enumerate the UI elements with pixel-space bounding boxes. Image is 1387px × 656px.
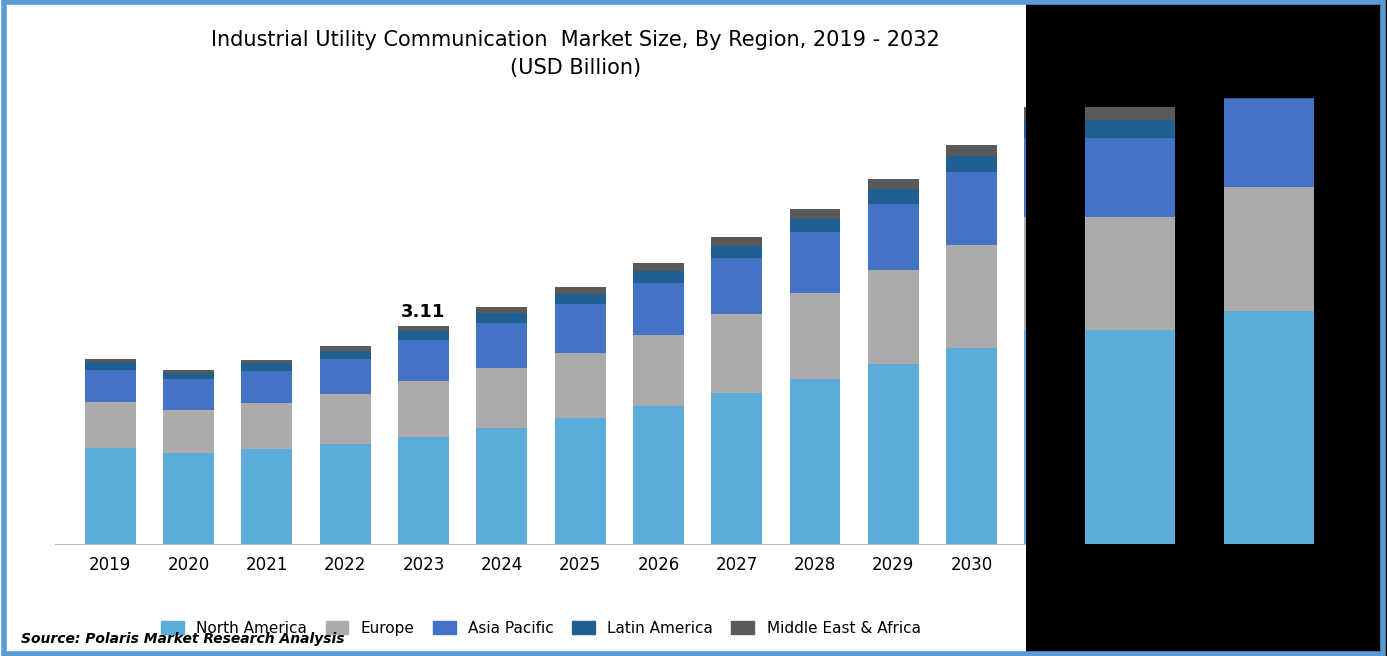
Bar [555, 287, 606, 294]
Bar [398, 340, 449, 381]
Bar [320, 443, 370, 544]
Bar [1085, 217, 1175, 331]
Bar [85, 369, 136, 401]
Bar [1223, 187, 1313, 311]
Bar [632, 406, 684, 544]
Bar [164, 379, 214, 410]
Bar [241, 371, 293, 403]
Bar [476, 323, 527, 368]
Bar [712, 314, 761, 393]
Bar [1103, 66, 1154, 79]
Bar [632, 264, 684, 272]
Bar [1223, 99, 1313, 187]
Bar [85, 401, 136, 448]
Bar [1223, 66, 1313, 79]
Bar [476, 314, 527, 323]
Bar [1103, 187, 1154, 311]
Bar [398, 326, 449, 331]
Bar [320, 394, 370, 443]
Bar [946, 145, 997, 156]
Bar [946, 348, 997, 544]
Bar [1085, 120, 1175, 138]
Bar [946, 245, 997, 348]
Text: Source: Polaris Market Research Analysis: Source: Polaris Market Research Analysis [21, 632, 344, 646]
Bar [555, 418, 606, 544]
Bar [1103, 99, 1154, 187]
Bar [789, 293, 841, 379]
Bar [555, 353, 606, 418]
Bar [712, 393, 761, 544]
Text: 3.11: 3.11 [401, 302, 445, 321]
Bar [1025, 217, 1075, 331]
Bar [555, 294, 606, 304]
Bar [555, 304, 606, 353]
Bar [1085, 331, 1175, 544]
Bar [868, 270, 918, 364]
Bar [1025, 138, 1075, 217]
Bar [85, 363, 136, 369]
Bar [946, 156, 997, 173]
Bar [789, 209, 841, 219]
Bar [85, 448, 136, 544]
Bar [398, 331, 449, 340]
Bar [868, 203, 918, 270]
Bar [241, 363, 293, 371]
Bar [1103, 79, 1154, 99]
Bar [1025, 331, 1075, 544]
Text: Industrial Utility Communication  Market Size, By Region, 2019 - 2032: Industrial Utility Communication Market … [211, 30, 940, 49]
Bar [320, 359, 370, 394]
Bar [1025, 108, 1075, 120]
Bar [1223, 311, 1313, 544]
Bar [1025, 120, 1075, 138]
Legend: North America, Europe, Asia Pacific, Latin America, Middle East & Africa: North America, Europe, Asia Pacific, Lat… [155, 615, 927, 642]
Bar [868, 364, 918, 544]
Bar [398, 436, 449, 544]
Bar [789, 379, 841, 544]
Bar [1223, 79, 1313, 99]
Bar [1103, 311, 1154, 544]
Bar [712, 237, 761, 245]
Text: (USD Billion): (USD Billion) [510, 58, 641, 77]
Bar [712, 258, 761, 314]
Bar [632, 283, 684, 335]
Bar [1085, 138, 1175, 217]
Bar [476, 307, 527, 314]
Bar [164, 453, 214, 544]
Bar [85, 359, 136, 363]
Bar [241, 359, 293, 363]
Bar [868, 190, 918, 203]
Bar [241, 403, 293, 449]
Bar [946, 173, 997, 245]
Bar [868, 178, 918, 190]
Bar [476, 428, 527, 544]
Bar [632, 272, 684, 283]
Bar [241, 449, 293, 544]
Bar [632, 335, 684, 406]
Bar [476, 368, 527, 428]
Bar [1085, 108, 1175, 120]
Bar [164, 369, 214, 373]
Bar [789, 232, 841, 293]
Bar [164, 410, 214, 453]
Bar [712, 245, 761, 258]
Bar [320, 351, 370, 359]
Bar [164, 373, 214, 379]
Bar [398, 381, 449, 436]
Bar [320, 346, 370, 351]
Bar [789, 219, 841, 232]
